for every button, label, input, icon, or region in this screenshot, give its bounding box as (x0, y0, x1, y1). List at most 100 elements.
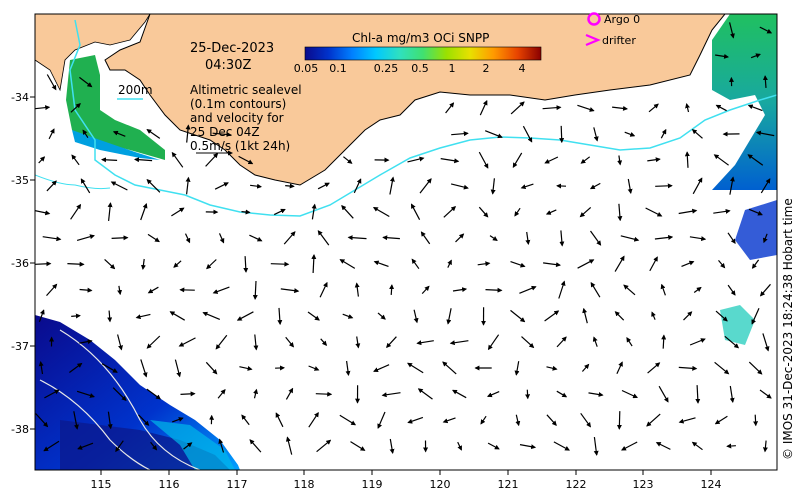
velocity-arrow (729, 176, 735, 195)
velocity-arrow (689, 236, 707, 242)
velocity-arrow (250, 183, 262, 189)
velocity-arrow (180, 391, 196, 397)
velocity-arrow (317, 182, 330, 190)
x-tick-label: 121 (498, 478, 519, 491)
velocity-arrow (171, 151, 184, 168)
velocity-arrow (150, 441, 158, 451)
velocity-arrow (407, 362, 424, 374)
altimetry-note-line-3: and velocity for (190, 111, 284, 125)
velocity-arrow (117, 285, 123, 296)
velocity-arrow (490, 178, 496, 195)
velocity-arrow (589, 182, 601, 190)
velocity-arrow (750, 53, 761, 59)
chlorophyll-east-bits (720, 305, 755, 345)
velocity-arrow (350, 441, 366, 451)
velocity-arrow (218, 438, 225, 453)
velocity-arrow (35, 261, 52, 267)
velocity-arrow (762, 75, 768, 88)
velocity-arrow (614, 311, 625, 321)
velocity-arrow (285, 387, 294, 400)
velocity-arrow (658, 385, 669, 403)
argo-label: Argo 0 (604, 13, 640, 26)
drifter-label: drifter (602, 34, 636, 47)
velocity-arrow (514, 207, 521, 217)
velocity-arrow (79, 339, 93, 345)
velocity-arrow (689, 338, 706, 346)
velocity-arrow (544, 156, 559, 164)
velocity-arrow (407, 156, 425, 163)
velocity-arrow (236, 311, 254, 321)
velocity-arrow (678, 208, 698, 215)
velocity-arrow (647, 157, 661, 163)
velocity-arrow (417, 388, 433, 400)
velocity-arrow (520, 183, 534, 190)
velocity-arrow (347, 235, 367, 241)
velocity-arrow (382, 235, 400, 241)
velocity-arrow (543, 262, 561, 268)
velocity-arrow (410, 203, 421, 220)
velocity-arrow (478, 151, 489, 169)
velocity-arrow (762, 440, 768, 453)
velocity-arrow (542, 105, 562, 111)
velocity-arrow (82, 129, 89, 139)
velocity-arrow (373, 260, 389, 267)
velocity-arrow (202, 311, 221, 320)
velocity-arrow (714, 415, 728, 425)
velocity-arrow (171, 417, 184, 423)
velocity-arrow (559, 230, 565, 247)
velocity-arrow (355, 336, 361, 349)
colorbar-tick-label: 1 (449, 62, 456, 75)
velocity-arrow (308, 411, 319, 428)
velocity-arrow (748, 361, 763, 375)
velocity-arrow (714, 361, 730, 375)
altimetry-note: Altimetric sealevel (0.1m contours) and … (190, 83, 302, 156)
velocity-arrow (107, 310, 113, 323)
velocity-arrow (174, 359, 182, 378)
argo-marker-icon (587, 12, 601, 26)
velocity-arrow (623, 284, 636, 296)
velocity-arrow (519, 285, 537, 294)
velocity-arrow (678, 365, 698, 371)
velocity-arrow (206, 259, 217, 270)
velocity-arrow (389, 438, 395, 454)
velocity-arrow (138, 414, 150, 426)
velocity-arrow (451, 131, 469, 137)
velocity-arrow (69, 362, 83, 373)
velocity-arrow (617, 203, 623, 222)
velocity-arrow (285, 183, 295, 189)
velocity-arrow (590, 230, 602, 246)
velocity-arrow (253, 334, 259, 351)
velocity-arrow (546, 414, 557, 426)
velocity-arrow (655, 183, 673, 189)
velocity-arrow (692, 177, 703, 195)
velocity-arrow (117, 334, 123, 351)
velocity-arrow (110, 181, 128, 191)
velocity-arrow (140, 203, 148, 221)
altimetry-note-line-4: 25 Dec 04Z (190, 125, 260, 139)
colorbar-title: Chl-a mg/m3 OCi SNPP (352, 31, 489, 45)
velocity-arrow (67, 261, 85, 267)
velocity-arrow (77, 442, 94, 450)
velocity-arrow (307, 311, 320, 321)
velocity-arrow (215, 334, 228, 350)
velocity-arrow (146, 388, 162, 400)
y-tick-label: -34 (11, 91, 29, 104)
velocity-arrow (442, 417, 456, 424)
velocity-arrow (146, 178, 161, 193)
velocity-arrow (627, 178, 633, 194)
velocity-arrow (46, 74, 57, 91)
colorbar-tick-label: 4 (519, 62, 526, 75)
map-date: 25-Dec-2023 (190, 41, 274, 56)
velocity-arrow (377, 411, 386, 429)
velocity-arrow (317, 230, 330, 246)
velocity-arrow (243, 256, 249, 273)
velocity-arrow (457, 441, 462, 451)
land-mass (35, 14, 151, 92)
altimetry-note-line-1: Altimetric sealevel (190, 83, 302, 97)
velocity-arrow (308, 365, 320, 371)
velocity-arrow (407, 416, 424, 424)
velocity-arrow (283, 231, 296, 245)
velocity-arrow (315, 391, 333, 397)
velocity-arrow (480, 415, 487, 425)
